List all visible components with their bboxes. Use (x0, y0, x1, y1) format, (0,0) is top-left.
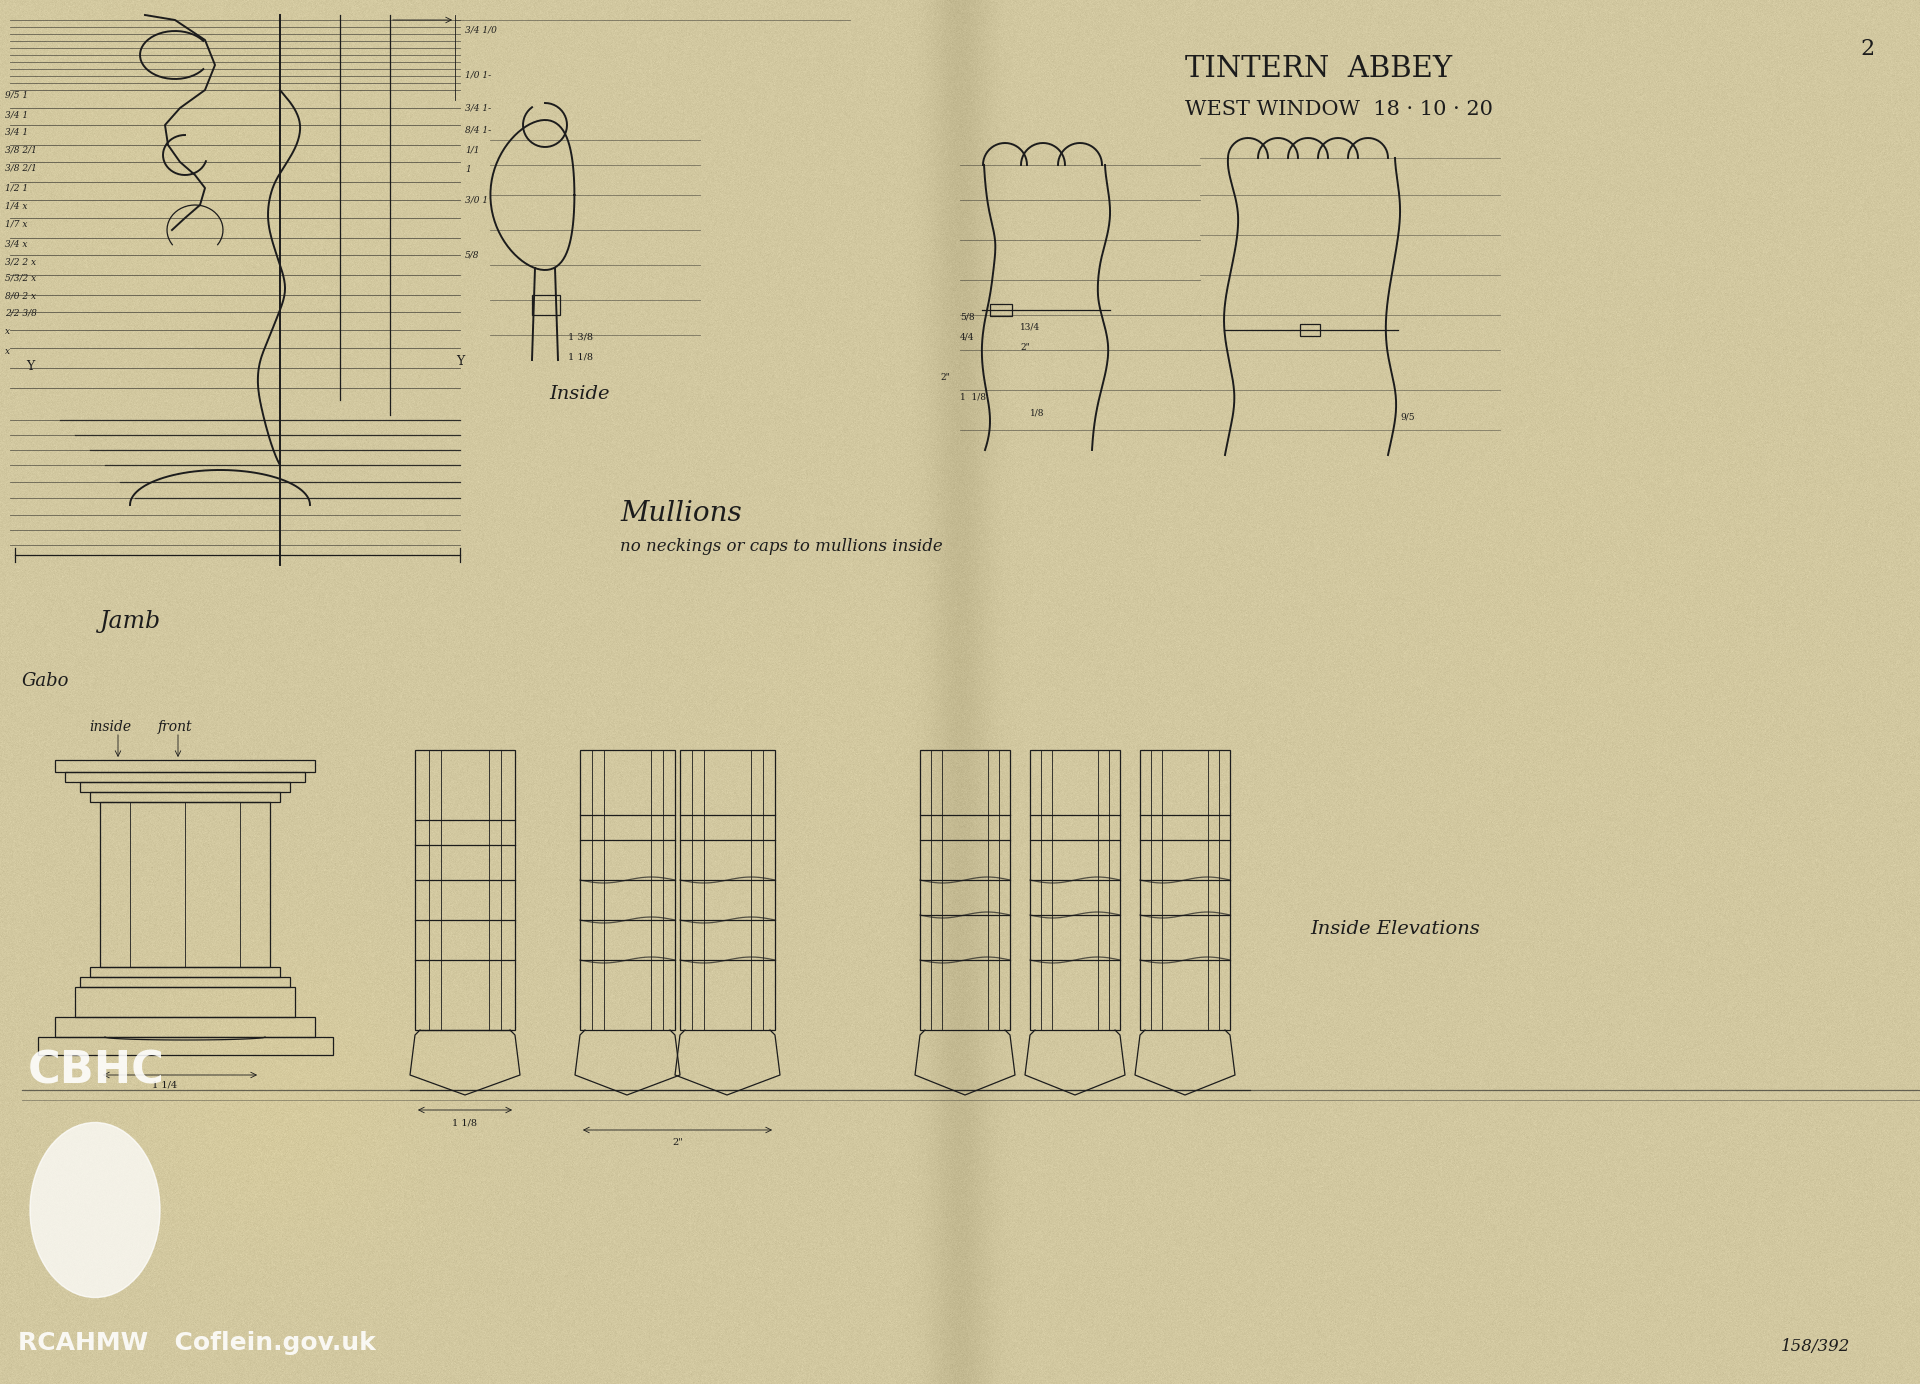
Text: 2": 2" (1020, 343, 1029, 352)
Text: Gabo: Gabo (21, 673, 69, 691)
Text: Mullions: Mullions (620, 500, 741, 527)
Text: 1/8: 1/8 (1029, 408, 1044, 417)
Text: 5/3/2 x: 5/3/2 x (6, 274, 36, 282)
Text: Y: Y (455, 356, 465, 368)
Bar (415, 750, 515, 1030)
Bar (75, 987, 296, 1017)
Text: 3/0 1: 3/0 1 (465, 195, 488, 205)
Bar (532, 295, 561, 316)
Bar (580, 750, 676, 1030)
Text: x: x (6, 328, 10, 336)
Text: 1/4 x: 1/4 x (6, 202, 27, 210)
Text: 3/4 1: 3/4 1 (6, 127, 29, 137)
Text: 158/392: 158/392 (1780, 1338, 1851, 1355)
Text: 1 1/8: 1 1/8 (453, 1118, 478, 1127)
Bar (1140, 750, 1231, 1030)
Text: 1 3/8: 1 3/8 (568, 334, 593, 342)
Bar (920, 750, 1010, 1030)
Ellipse shape (31, 1122, 159, 1298)
Text: x: x (6, 347, 10, 357)
Text: 9/5 1: 9/5 1 (6, 90, 29, 100)
Text: Inside Elevations: Inside Elevations (1309, 920, 1480, 938)
Text: 1 1/4: 1 1/4 (152, 1080, 177, 1089)
Bar (90, 967, 280, 977)
Bar (56, 760, 315, 772)
Text: 2": 2" (672, 1138, 684, 1147)
Text: 3/4 1-: 3/4 1- (465, 104, 492, 112)
Text: 1/1: 1/1 (465, 145, 480, 155)
Bar (81, 782, 290, 792)
Text: 2/2 3/8: 2/2 3/8 (6, 309, 36, 317)
Text: 3/4 1: 3/4 1 (6, 111, 29, 119)
Text: no neckings or caps to mullions inside: no neckings or caps to mullions inside (620, 538, 943, 555)
Bar (1300, 324, 1321, 336)
Bar (81, 977, 290, 987)
Text: 5/8: 5/8 (960, 313, 975, 322)
Text: 3/8 2/1: 3/8 2/1 (6, 163, 36, 173)
Text: 8/0 2 x: 8/0 2 x (6, 292, 36, 300)
Bar (90, 792, 280, 801)
Bar (680, 750, 776, 1030)
Text: inside: inside (88, 720, 131, 734)
Bar (56, 1017, 315, 1037)
Text: 1/2 1: 1/2 1 (6, 184, 29, 192)
Text: CBHC: CBHC (29, 1050, 165, 1093)
Text: Inside: Inside (549, 385, 611, 403)
Bar (38, 1037, 332, 1055)
Text: WEST WINDOW  18 · 10 · 20: WEST WINDOW 18 · 10 · 20 (1185, 100, 1494, 119)
Text: 3/2 2 x: 3/2 2 x (6, 257, 36, 267)
Bar (1029, 750, 1119, 1030)
Bar (65, 772, 305, 782)
Text: 3/4 x: 3/4 x (6, 239, 27, 249)
Bar (100, 801, 271, 967)
Text: 1/0 1-: 1/0 1- (465, 71, 492, 79)
Text: RCAHMW   Coflein.gov.uk: RCAHMW Coflein.gov.uk (17, 1331, 376, 1355)
Text: 13/4: 13/4 (1020, 322, 1041, 332)
Text: 2: 2 (1860, 37, 1876, 60)
Bar (991, 304, 1012, 316)
Text: 2": 2" (941, 374, 950, 382)
Text: 1: 1 (465, 166, 470, 174)
Text: 3/4 1/0: 3/4 1/0 (465, 25, 497, 35)
Text: Jamb: Jamb (100, 610, 161, 632)
Text: 4/4: 4/4 (960, 334, 975, 342)
Text: 3/8 2/1: 3/8 2/1 (6, 145, 36, 155)
Text: 8/4 1-: 8/4 1- (465, 126, 492, 134)
Text: Y: Y (25, 360, 35, 374)
Text: 1/7 x: 1/7 x (6, 220, 27, 228)
Text: 5/8: 5/8 (465, 251, 480, 260)
Text: front: front (157, 720, 192, 734)
Text: TINTERN  ABBEY: TINTERN ABBEY (1185, 55, 1452, 83)
Text: 1  1/8: 1 1/8 (960, 393, 987, 401)
Text: 1 1/8: 1 1/8 (568, 353, 593, 363)
Text: 9/5: 9/5 (1400, 412, 1415, 422)
